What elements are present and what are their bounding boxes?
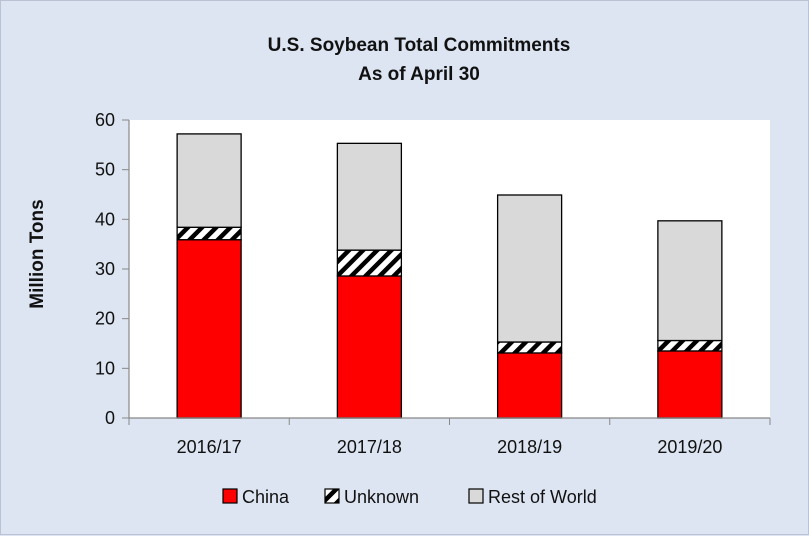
bar-segment-unknown: [336, 249, 403, 277]
y-tick-label: 10: [95, 358, 115, 378]
y-tick-label: 20: [95, 309, 115, 329]
y-tick-label: 30: [95, 259, 115, 279]
bar-segment-china: [657, 350, 723, 419]
x-axis: 2016/17 2017/18 2018/19 2019/20: [128, 418, 771, 457]
y-axis: 0 10 20 30 40 50 60: [95, 110, 129, 428]
chart-title: U.S. Soybean Total Commitments: [268, 35, 571, 56]
x-tick-label: 2018/19: [497, 437, 562, 457]
bar-segment-rest-of-world: [496, 194, 563, 343]
bar-segment-rest-of-world: [176, 133, 242, 228]
legend-label-rest-of-world: Rest of World: [488, 487, 597, 507]
legend-label-unknown: Unknown: [344, 487, 419, 507]
chart-subtitle: As of April 30: [358, 64, 480, 85]
y-tick-label: 40: [95, 209, 115, 229]
x-tick-label: 2016/17: [177, 437, 242, 457]
y-tick-label: 0: [105, 408, 115, 428]
bar-segment-unknown: [496, 341, 563, 354]
bar-segment-china: [336, 275, 403, 419]
bar-segment-china: [496, 352, 563, 419]
legend-label-china: China: [242, 487, 290, 507]
legend: China Unknown Rest of World: [222, 487, 597, 507]
x-tick-label: 2017/18: [337, 437, 402, 457]
bar-segment-china: [176, 239, 242, 419]
y-tick-label: 50: [95, 160, 115, 180]
legend-swatch-china: [222, 488, 238, 504]
bar-segment-unknown: [657, 339, 723, 352]
legend-swatch-rest-of-world: [468, 488, 484, 504]
bar-segment-rest-of-world: [336, 142, 403, 251]
x-tick-label: 2019/20: [657, 437, 722, 457]
bars-group: [176, 133, 723, 419]
legend-swatch-unknown: [324, 488, 340, 504]
bar-segment-rest-of-world: [657, 220, 723, 342]
bar-segment-unknown: [176, 226, 242, 241]
y-tick-label: 60: [95, 110, 115, 130]
y-axis-label: Million Tons: [27, 199, 48, 308]
